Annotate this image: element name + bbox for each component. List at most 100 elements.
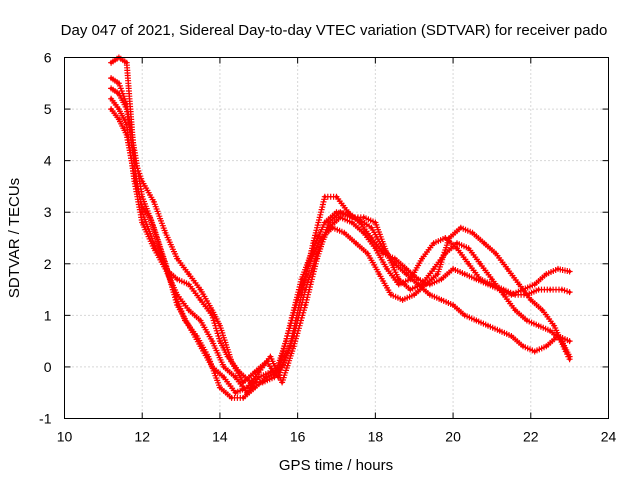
data-point: [233, 391, 238, 395]
data-point: [237, 370, 241, 374]
x-tick-label: 20: [445, 429, 461, 445]
data-point: [257, 370, 261, 374]
data-point: [187, 282, 191, 287]
data-point: [505, 267, 510, 271]
data-point: [152, 226, 156, 230]
data-point: [117, 81, 121, 85]
data-point: [490, 277, 494, 281]
data-point: [443, 236, 447, 240]
data-point: [323, 195, 327, 199]
series-day-2: [108, 85, 573, 396]
plus-markers: [108, 75, 573, 396]
y-tick-label: 3: [44, 204, 52, 220]
data-point: [175, 277, 179, 281]
data-point: [424, 282, 428, 287]
data-point: [385, 251, 389, 256]
data-point: [540, 308, 545, 312]
data-point: [408, 287, 412, 292]
data-point: [404, 272, 409, 276]
series-line: [110, 108, 570, 399]
y-tick-label: 1: [44, 307, 52, 323]
data-point: [435, 272, 440, 276]
plus-markers: [108, 95, 573, 386]
data-point: [373, 246, 377, 250]
y-tick-label: -1: [39, 411, 52, 427]
data-point: [404, 267, 409, 271]
data-point: [463, 272, 467, 276]
data-point: [513, 293, 517, 297]
data-point: [241, 396, 245, 400]
data-point: [412, 293, 416, 297]
data-point: [560, 339, 564, 343]
data-point: [163, 262, 168, 266]
data-point: [233, 375, 238, 379]
data-point: [369, 226, 374, 230]
data-point: [218, 324, 222, 328]
data-point: [210, 313, 214, 317]
data-point: [117, 117, 121, 121]
data-point: [443, 251, 447, 256]
data-point: [400, 298, 405, 302]
x-tick-label: 12: [134, 429, 150, 445]
data-point: [533, 282, 537, 287]
data-point: [307, 262, 311, 266]
data-point: [533, 349, 537, 354]
data-point: [478, 277, 482, 281]
data-point: [439, 298, 444, 302]
data-point: [303, 303, 308, 307]
data-point: [218, 385, 222, 390]
data-point: [432, 241, 436, 245]
x-tick-label: 16: [290, 429, 306, 445]
data-point: [187, 308, 191, 312]
y-tick-label: 2: [44, 256, 52, 272]
data-point: [544, 272, 548, 276]
data-point: [455, 246, 459, 250]
data-point: [132, 148, 137, 152]
data-point: [536, 324, 541, 328]
data-point: [416, 277, 420, 281]
data-point: [568, 290, 572, 294]
data-point: [397, 277, 401, 281]
data-point: [470, 231, 475, 235]
data-point: [447, 236, 451, 240]
data-point: [331, 226, 335, 230]
x-axis-label: GPS time / hours: [279, 457, 393, 474]
data-point: [342, 231, 346, 235]
data-point: [552, 324, 556, 328]
data-point: [478, 262, 482, 266]
data-point: [198, 318, 203, 323]
data-point: [544, 344, 548, 348]
plus-markers: [108, 85, 573, 396]
data-point: [268, 355, 273, 359]
data-point: [198, 287, 203, 292]
plot-frame: [64, 57, 609, 419]
data-point: [459, 226, 463, 230]
data-point: [385, 267, 389, 271]
data-point: [432, 267, 436, 271]
data-point: [292, 344, 296, 348]
data-point: [152, 246, 156, 250]
series-day-4: [108, 95, 573, 386]
data-point: [272, 375, 276, 379]
x-axis-tick-labels: 10 12 14 16 18 20 22 24: [57, 429, 617, 445]
data-point: [362, 215, 366, 219]
series-line: [110, 77, 571, 394]
data-point: [253, 385, 257, 390]
data-point: [117, 107, 121, 111]
data-point: [365, 251, 370, 256]
data-point: [334, 195, 339, 199]
data-point: [474, 318, 478, 323]
data-point: [568, 269, 572, 274]
data-point: [548, 287, 552, 292]
data-point: [397, 282, 401, 287]
data-point: [323, 220, 327, 225]
data-point: [132, 179, 137, 183]
data-point: [521, 344, 525, 348]
data-point: [568, 355, 572, 359]
data-point: [529, 298, 533, 302]
data-point: [350, 215, 354, 219]
data-point: [187, 324, 191, 328]
y-tick-label: 5: [44, 101, 52, 117]
data-point: [187, 272, 191, 276]
data-point: [253, 370, 257, 374]
